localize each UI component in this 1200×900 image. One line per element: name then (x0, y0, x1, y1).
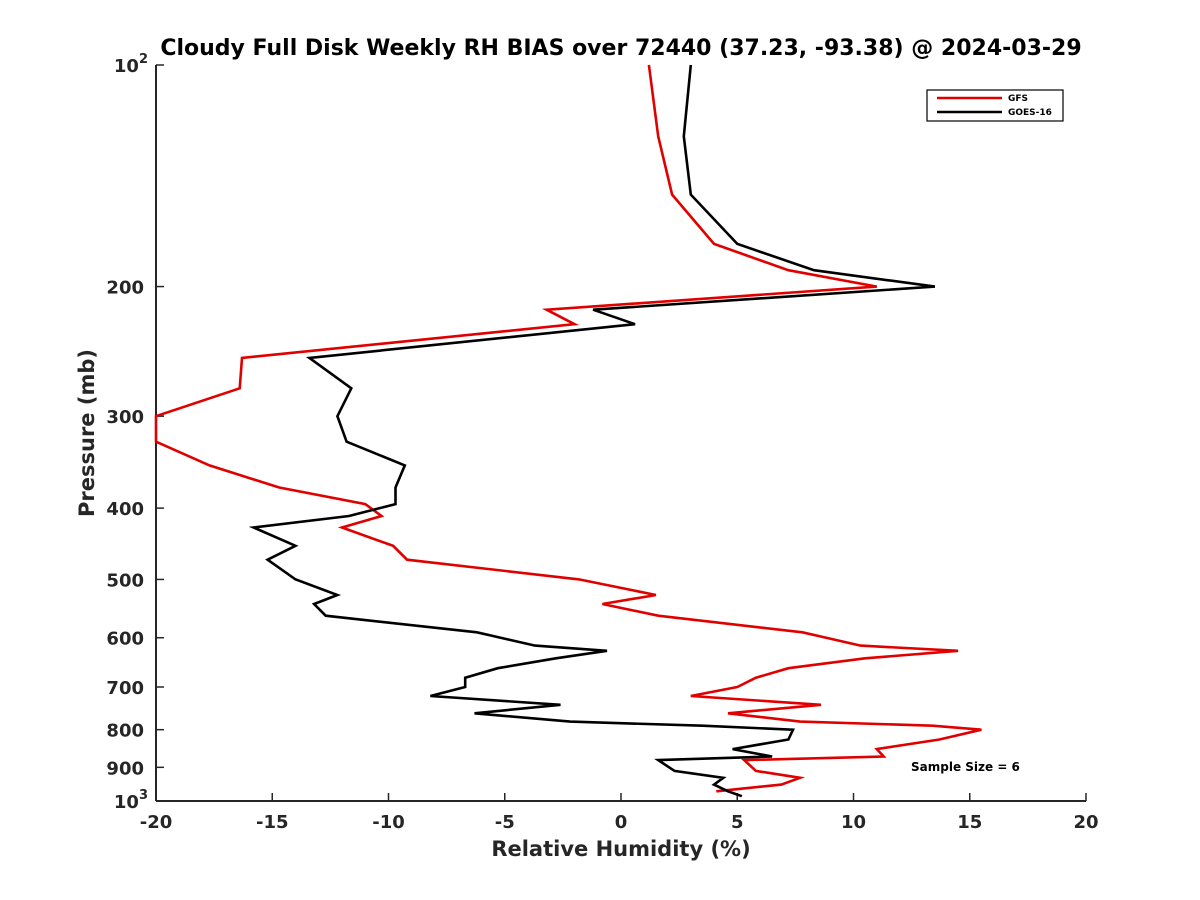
series-line-goes16 (248, 64, 936, 798)
y-tick-label: 800 (106, 721, 144, 742)
legend: GFS GOES-16 (926, 89, 1064, 122)
x-tick-label: 10 (841, 812, 866, 833)
y-tick-label: 500 (106, 570, 144, 591)
axes (155, 65, 1086, 802)
y-tick-label: 900 (106, 758, 144, 779)
x-tick-label: 20 (1073, 812, 1098, 833)
legend-label-goes16: GOES-16 (1008, 108, 1052, 118)
y-tick-base: 10 (114, 56, 139, 77)
x-tick-label: -10 (372, 812, 405, 833)
x-tick-label: 0 (615, 812, 628, 833)
x-tick-label: 15 (957, 812, 982, 833)
x-tick-label: 5 (731, 812, 744, 833)
chart-title: Cloudy Full Disk Weekly RH BIAS over 724… (160, 36, 1081, 61)
x-axis-label: Relative Humidity (%) (491, 837, 750, 861)
y-tick-label: 600 (106, 629, 144, 650)
legend-box (926, 89, 1064, 122)
y-tick-exponent: 2 (139, 52, 148, 67)
x-tick-label: -5 (495, 812, 515, 833)
x-tick-label: -20 (140, 812, 173, 833)
y-tick-label-power: 103 (114, 788, 148, 813)
series-line-gfs (154, 64, 982, 793)
y-tick-label: 400 (106, 499, 144, 520)
y-tick-base: 10 (114, 792, 139, 813)
legend-label-gfs: GFS (1008, 94, 1028, 104)
y-tick-label: 300 (106, 407, 144, 428)
y-axis-label: Pressure (mb) (75, 349, 99, 517)
x-tick-label: -15 (256, 812, 289, 833)
y-tick-label: 700 (106, 678, 144, 699)
y-tick-label: 200 (106, 278, 144, 299)
series-layer (154, 64, 982, 798)
x-ticks: -20 -15 -10 -5 0 5 10 15 20 (140, 793, 1099, 833)
y-tick-exponent: 3 (139, 788, 148, 803)
y-tick-label-power: 102 (114, 52, 148, 77)
sample-size-annotation: Sample Size = 6 (911, 760, 1020, 774)
